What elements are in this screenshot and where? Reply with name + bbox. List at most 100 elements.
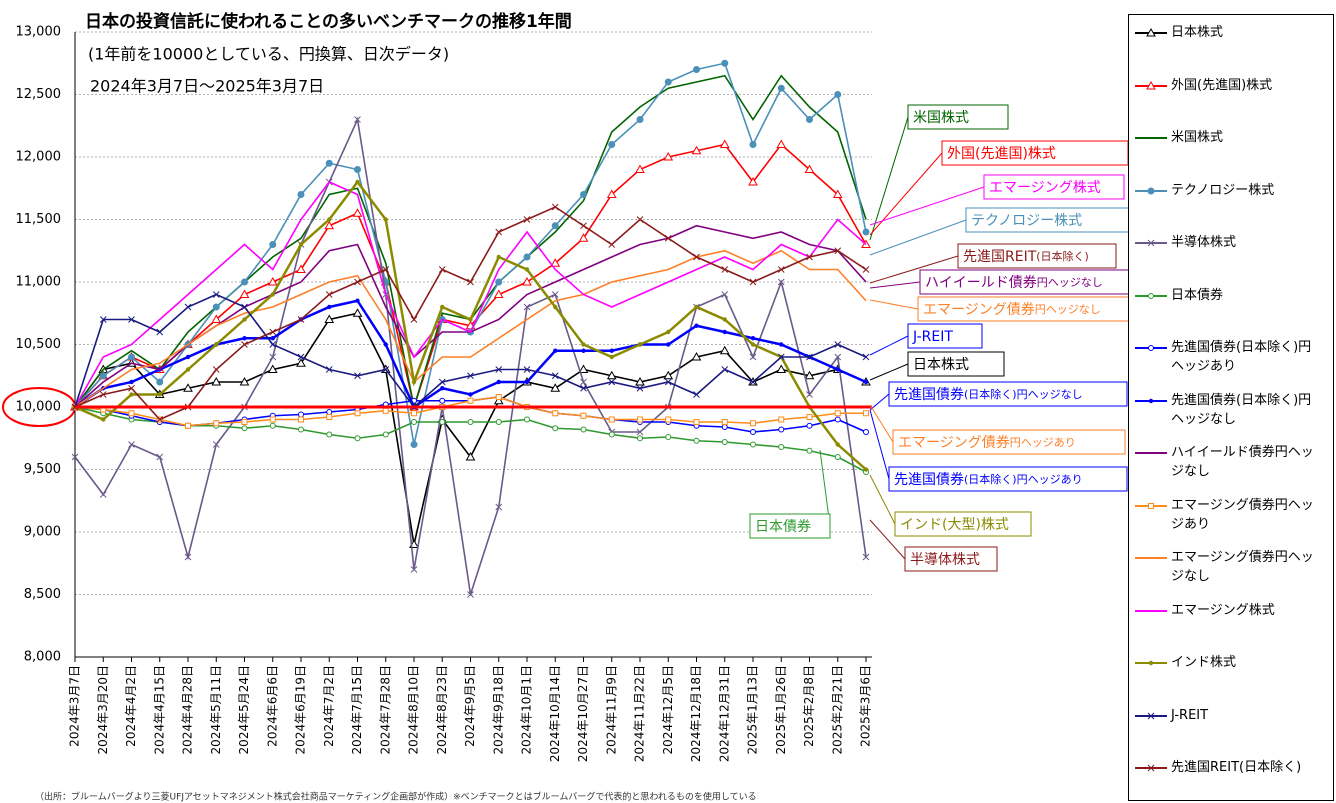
marker [269, 422, 276, 429]
marker [156, 328, 164, 336]
marker [493, 395, 504, 405]
marker [862, 266, 870, 273]
marker [467, 419, 474, 425]
marker [327, 217, 332, 222]
marker [636, 428, 644, 436]
marker [523, 303, 531, 311]
marker [806, 447, 813, 454]
marker [693, 419, 700, 425]
marker [438, 378, 446, 386]
marker [551, 372, 559, 380]
marker [410, 316, 418, 323]
legend-icon [1135, 660, 1167, 666]
marker [606, 370, 617, 380]
leader-line [869, 186, 985, 226]
marker [863, 379, 869, 385]
marker [352, 308, 363, 317]
marker [184, 303, 192, 311]
marker [325, 291, 333, 298]
marker [834, 91, 842, 98]
marker [665, 434, 672, 440]
marker [721, 266, 729, 273]
legend-icon [1135, 764, 1167, 772]
x-tick-label: 2025年3月6日 [859, 665, 873, 747]
legend-icon [1135, 187, 1167, 194]
marker [608, 431, 615, 438]
annotation-box [894, 511, 1032, 537]
legend-marker [1148, 345, 1154, 351]
marker [750, 429, 756, 435]
annotation-text: 日本株式 [913, 357, 969, 373]
marker [550, 383, 561, 392]
marker [693, 391, 700, 398]
marker [270, 292, 275, 297]
legend-entry: 先進国REIT(日本除く) [1131, 758, 1321, 777]
leader-line [869, 281, 921, 289]
x-tick-label: 2024年4月2日 [124, 665, 138, 747]
chart: 日本の投資信託に使われることの多いベンチマークの推移1年間 (1年前を10000… [2, 11, 1128, 803]
annotation: エマージング債券円ヘッジあり [898, 435, 1076, 451]
marker [212, 366, 220, 373]
marker [553, 304, 558, 310]
y-tick-label: 12,000 [16, 150, 62, 165]
marker [156, 416, 164, 423]
legend-entry: 半導体株式 [1131, 233, 1321, 252]
annotation-note: 円ヘッジなし [1037, 276, 1103, 289]
marker [184, 553, 192, 561]
marker [468, 317, 473, 322]
marker [578, 233, 589, 242]
marker [749, 141, 757, 148]
annotation-box [892, 429, 1126, 455]
legend-marker [1148, 292, 1154, 299]
marker [410, 566, 418, 573]
marker [354, 372, 361, 380]
marker [183, 383, 193, 392]
marker [296, 358, 306, 367]
marker [580, 384, 587, 392]
marker [580, 426, 587, 433]
legend-icon [1135, 80, 1167, 89]
marker [211, 376, 222, 386]
marker [383, 342, 388, 347]
marker [465, 451, 476, 461]
marker [749, 353, 757, 361]
marker [382, 407, 389, 414]
legend-label: J-REIT [1171, 707, 1209, 723]
legend-icon [1135, 398, 1167, 403]
marker [239, 289, 250, 298]
marker [297, 353, 305, 361]
marker [863, 410, 869, 417]
marker [496, 379, 501, 385]
marker [324, 314, 335, 323]
legend-label: 日本債券 [1171, 287, 1224, 303]
marker [664, 78, 672, 86]
marker [99, 316, 107, 323]
legend-entry: 米国株式 [1131, 128, 1321, 147]
marker [750, 420, 756, 427]
legend-entry: 先進国債券(日本除く)円ヘッジあり [1131, 338, 1321, 376]
marker [806, 422, 813, 429]
marker [496, 254, 501, 260]
marker [553, 348, 558, 353]
marker [493, 289, 504, 298]
series-line [74, 406, 867, 473]
marker [636, 384, 644, 392]
series-line [74, 143, 867, 411]
marker [269, 241, 277, 248]
legend-marker [1146, 80, 1156, 89]
annotation-text: エマージング株式 [989, 180, 1101, 196]
x-tick-label: 2024年10月27日 [576, 665, 590, 762]
x-tick-label: 2024年7月28日 [378, 665, 392, 754]
marker [156, 453, 164, 461]
annotation-note: 円ヘッジなし [1035, 303, 1101, 316]
marker [185, 367, 191, 372]
y-tick-label: 10,500 [16, 337, 62, 352]
subtitle: (1年前を10000としている、円換算、日次データ) [88, 45, 449, 64]
marker [637, 342, 643, 347]
annotation-text: 先進国債券 [894, 387, 964, 403]
marker [495, 366, 503, 373]
marker [267, 364, 278, 373]
x-tick-label: 2024年11月9日 [604, 665, 618, 754]
marker [382, 366, 390, 373]
legend-marker [1147, 187, 1155, 194]
